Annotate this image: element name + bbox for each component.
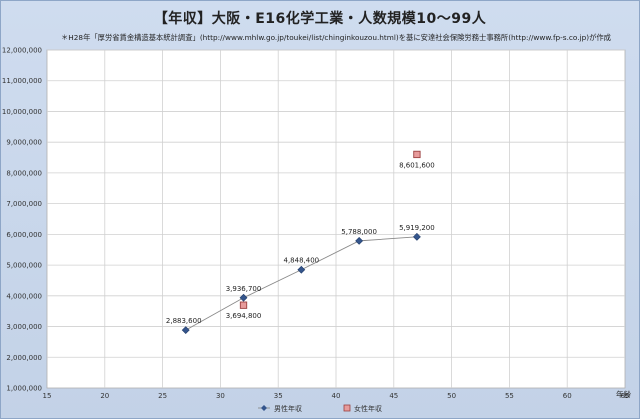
- male-data-point: [297, 265, 306, 274]
- x-tick-label: 60: [563, 392, 572, 400]
- x-tick-label: 40: [332, 392, 341, 400]
- y-tick-label: 10,000,000: [2, 108, 42, 116]
- legend-marker-male: [261, 405, 267, 411]
- x-tick-label: 20: [100, 392, 109, 400]
- x-tick-label: 65: [621, 392, 630, 400]
- y-tick-label: 3,000,000: [6, 323, 42, 331]
- x-tick-label: 55: [505, 392, 514, 400]
- legend: 男性年収 女性年収: [258, 404, 382, 413]
- male-data-point: [412, 232, 421, 241]
- y-tick-label: 5,000,000: [6, 262, 42, 270]
- x-axis-ticks: 15 20 25 30 35 40 45 50 55 60 65: [43, 392, 630, 400]
- chart-source-note: ＊H28年「厚労省賃金構造基本統計調査」(http://www.mhlw.go.…: [61, 33, 611, 42]
- grid-lines: [47, 49, 625, 388]
- chart-title: 【年収】大阪・E16化学工業・人数規模10〜99人: [153, 11, 487, 27]
- y-tick-label: 12,000,000: [2, 47, 42, 55]
- y-tick-label: 11,000,000: [2, 77, 42, 85]
- x-tick-label: 15: [43, 392, 52, 400]
- male-data-point: [355, 236, 364, 245]
- female-data-point: [239, 301, 248, 309]
- legend-label-male: 男性年収: [274, 404, 302, 413]
- y-tick-label: 7,000,000: [6, 200, 42, 208]
- legend-label-female: 女性年収: [354, 404, 382, 413]
- x-axis-label: 年齢: [616, 389, 631, 399]
- y-tick-label: 1,000,000: [6, 385, 42, 393]
- y-tick-label: 4,000,000: [6, 292, 42, 300]
- data-label: 4,848,400: [283, 257, 319, 265]
- data-series: 2,883,600 3,936,700 4,848,400 5,788,000 5,91…: [166, 150, 435, 335]
- male-data-point: [181, 326, 190, 335]
- legend-marker-female: [343, 404, 351, 412]
- y-tick-label: 9,000,000: [6, 139, 42, 147]
- y-axis-ticks: 1,000,000 2,000,000 3,000,000 4,000,000 5,00…: [2, 47, 42, 393]
- x-tick-label: 30: [216, 392, 225, 400]
- y-tick-label: 2,000,000: [6, 354, 42, 362]
- data-label: 3,694,800: [226, 312, 262, 320]
- x-tick-label: 45: [389, 392, 398, 400]
- female-data-point: [413, 150, 421, 159]
- y-tick-label: 6,000,000: [6, 231, 42, 239]
- data-label: 2,883,600: [166, 317, 202, 325]
- male-data-point: [239, 293, 248, 302]
- y-tick-label: 8,000,000: [6, 169, 42, 177]
- data-label: 8,601,600: [399, 161, 435, 169]
- x-tick-label: 35: [274, 392, 283, 400]
- x-tick-label: 50: [447, 392, 456, 400]
- data-label: 5,788,000: [341, 228, 377, 236]
- x-tick-label: 25: [158, 392, 167, 400]
- data-label: 5,919,200: [399, 224, 435, 232]
- data-label: 3,936,700: [226, 285, 262, 293]
